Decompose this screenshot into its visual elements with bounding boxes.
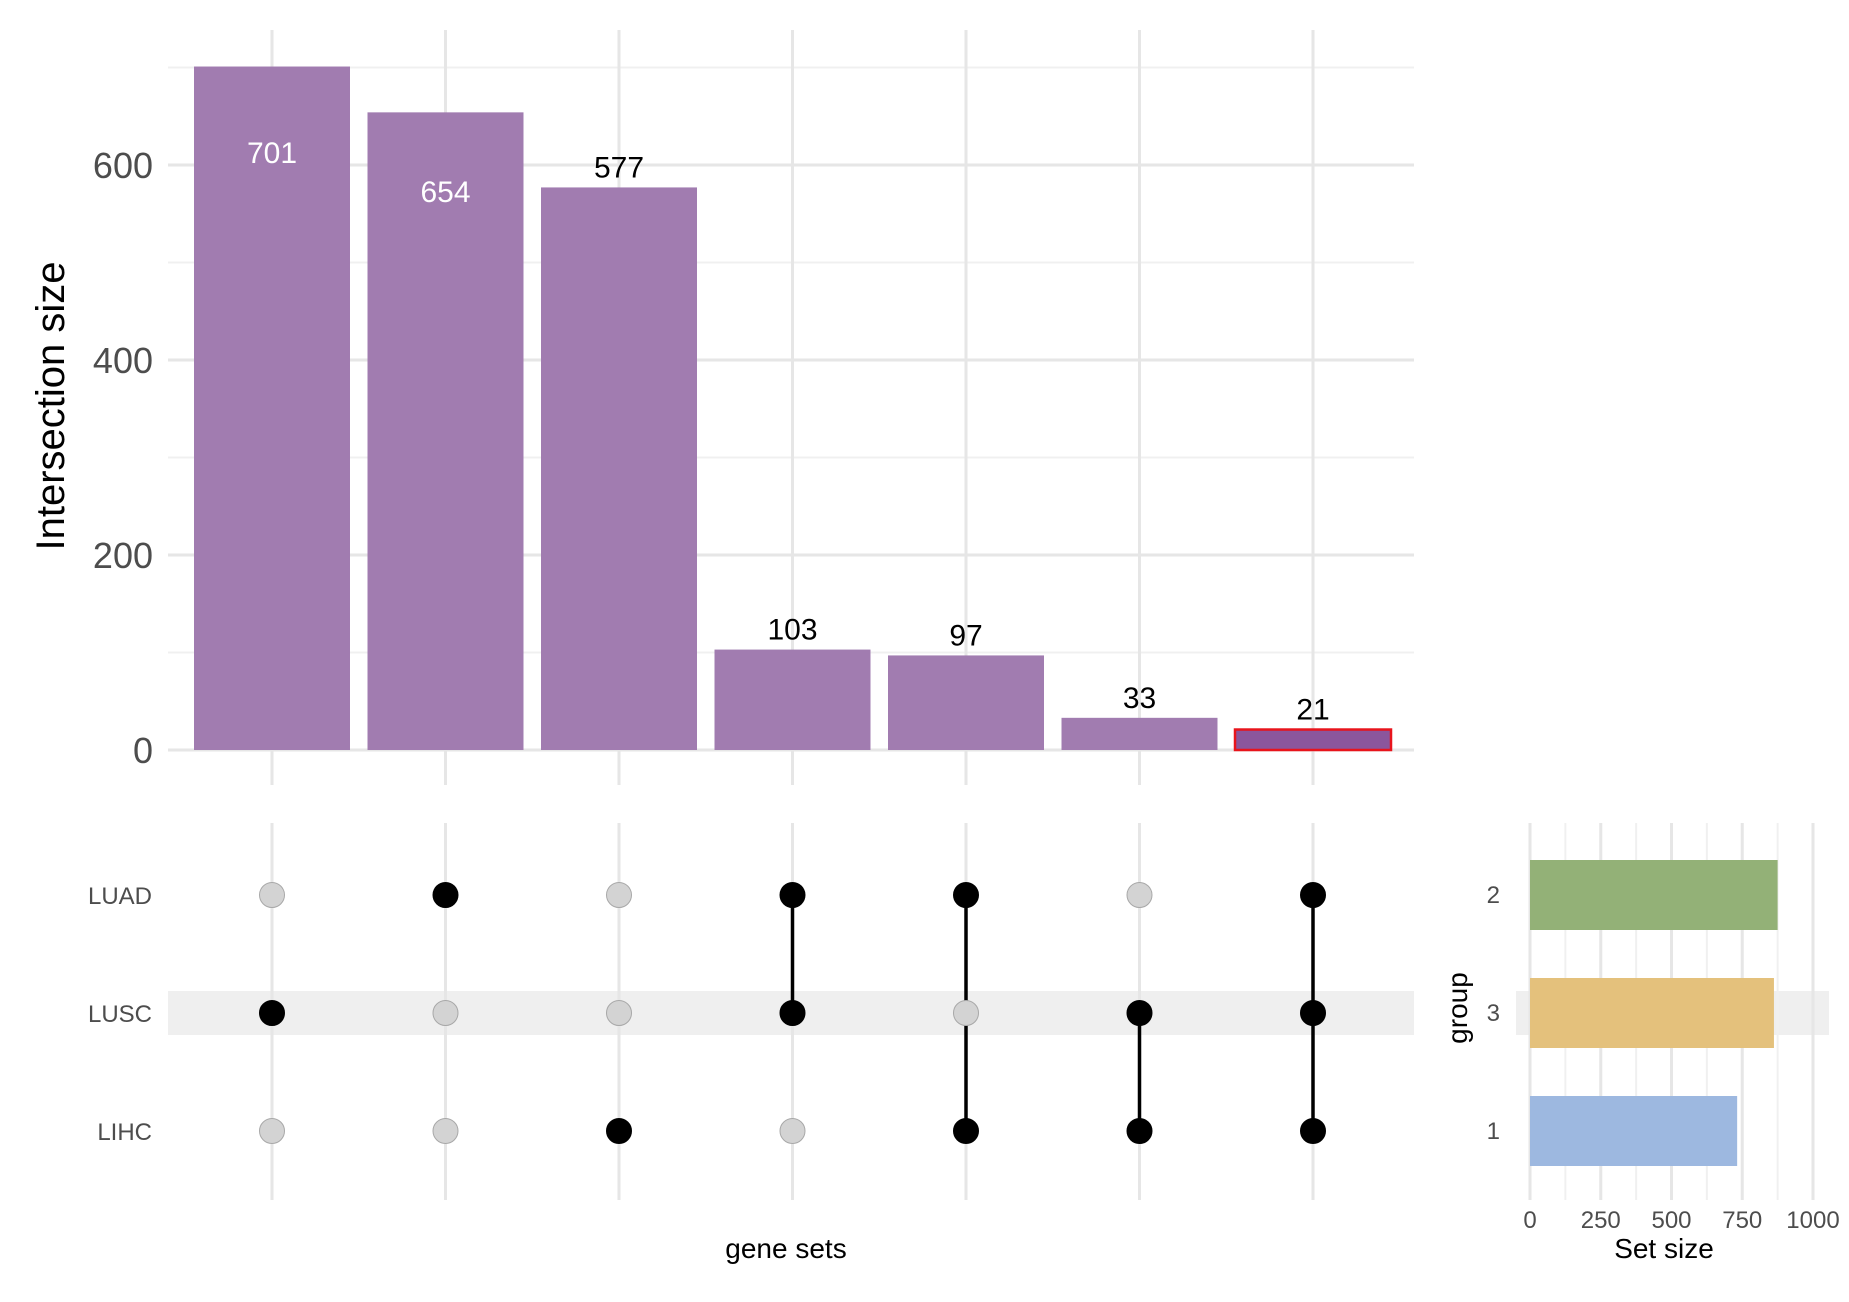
set-size-tick-label: 250 bbox=[1581, 1207, 1621, 1234]
set-size-bars bbox=[1530, 860, 1778, 1166]
group-axis-title: group bbox=[1442, 972, 1473, 1044]
intersection-bar bbox=[888, 655, 1044, 750]
matrix-dot-inactive bbox=[779, 1118, 806, 1144]
matrix-dot-active bbox=[1300, 1118, 1326, 1144]
group-tick-label: 3 bbox=[1487, 1000, 1500, 1027]
set-size-bar bbox=[1530, 978, 1774, 1048]
matrix-dot-inactive bbox=[432, 1118, 459, 1144]
axes: 0 200 400 600 LUAD LUSC LIHC 2 3 1 0 250 500 750 1000 bbox=[88, 145, 1840, 1234]
intersection-bar bbox=[1233, 728, 1393, 752]
matrix-dot-active bbox=[779, 1000, 806, 1026]
y-tick-label: 200 bbox=[93, 535, 153, 576]
membership-matrix bbox=[259, 882, 1326, 1144]
set-label: LUAD bbox=[88, 883, 152, 910]
bar-value-label: 21 bbox=[1296, 694, 1329, 727]
bar-value-label: 701 bbox=[247, 137, 297, 170]
bar-value-label: 103 bbox=[767, 614, 817, 647]
intersection-bars: 701 654 577 103 97 33 21 bbox=[194, 66, 1393, 752]
bar-value-label: 97 bbox=[949, 619, 982, 652]
matrix-dot-inactive bbox=[606, 882, 632, 908]
matrix-dot-active bbox=[953, 882, 979, 908]
set-size-tick-label: 1000 bbox=[1786, 1207, 1839, 1234]
y-axis-title: Intersection size bbox=[29, 261, 73, 550]
set-size-tick-label: 500 bbox=[1651, 1207, 1691, 1234]
matrix-dot-active bbox=[432, 882, 459, 908]
matrix-dot-active bbox=[606, 1118, 632, 1144]
matrix-dot-active bbox=[259, 1000, 285, 1026]
set-size-bar bbox=[1530, 860, 1778, 930]
intersection-bar bbox=[194, 66, 350, 750]
matrix-dot-inactive bbox=[953, 1000, 979, 1026]
set-size-tick-label: 0 bbox=[1523, 1207, 1536, 1234]
bar-value-label: 577 bbox=[594, 151, 644, 184]
matrix-dot-active bbox=[1300, 1000, 1326, 1026]
set-size-axis-title: Set size bbox=[1614, 1233, 1714, 1264]
matrix-dot-active bbox=[1126, 1118, 1153, 1144]
matrix-dot-active bbox=[1126, 1000, 1153, 1026]
matrix-dot-inactive bbox=[432, 1000, 459, 1026]
matrix-dot-inactive bbox=[259, 882, 285, 908]
matrix-dot-inactive bbox=[606, 1000, 632, 1026]
intersection-bar bbox=[1061, 717, 1218, 750]
set-label: LIHC bbox=[97, 1119, 152, 1146]
bar-value-label: 33 bbox=[1123, 682, 1156, 715]
matrix-dot-inactive bbox=[259, 1118, 285, 1144]
matrix-dot-active bbox=[953, 1118, 979, 1144]
matrix-dot-active bbox=[1300, 882, 1326, 908]
intersection-bar bbox=[714, 649, 871, 750]
set-size-tick-label: 750 bbox=[1722, 1207, 1762, 1234]
matrix-dot-active bbox=[779, 882, 806, 908]
y-tick-label: 0 bbox=[133, 730, 153, 771]
bar-value-label: 654 bbox=[420, 176, 470, 209]
y-tick-label: 400 bbox=[93, 340, 153, 381]
intersection-bar bbox=[541, 187, 697, 751]
set-size-bar bbox=[1530, 1096, 1738, 1166]
matrix-dot-inactive bbox=[1126, 882, 1153, 908]
y-tick-label: 600 bbox=[93, 145, 153, 186]
x-axis-title: gene sets bbox=[725, 1233, 846, 1264]
group-tick-label: 2 bbox=[1487, 882, 1500, 909]
group-tick-label: 1 bbox=[1487, 1118, 1500, 1145]
intersection-bar bbox=[367, 112, 524, 751]
set-label: LUSC bbox=[88, 1001, 152, 1028]
